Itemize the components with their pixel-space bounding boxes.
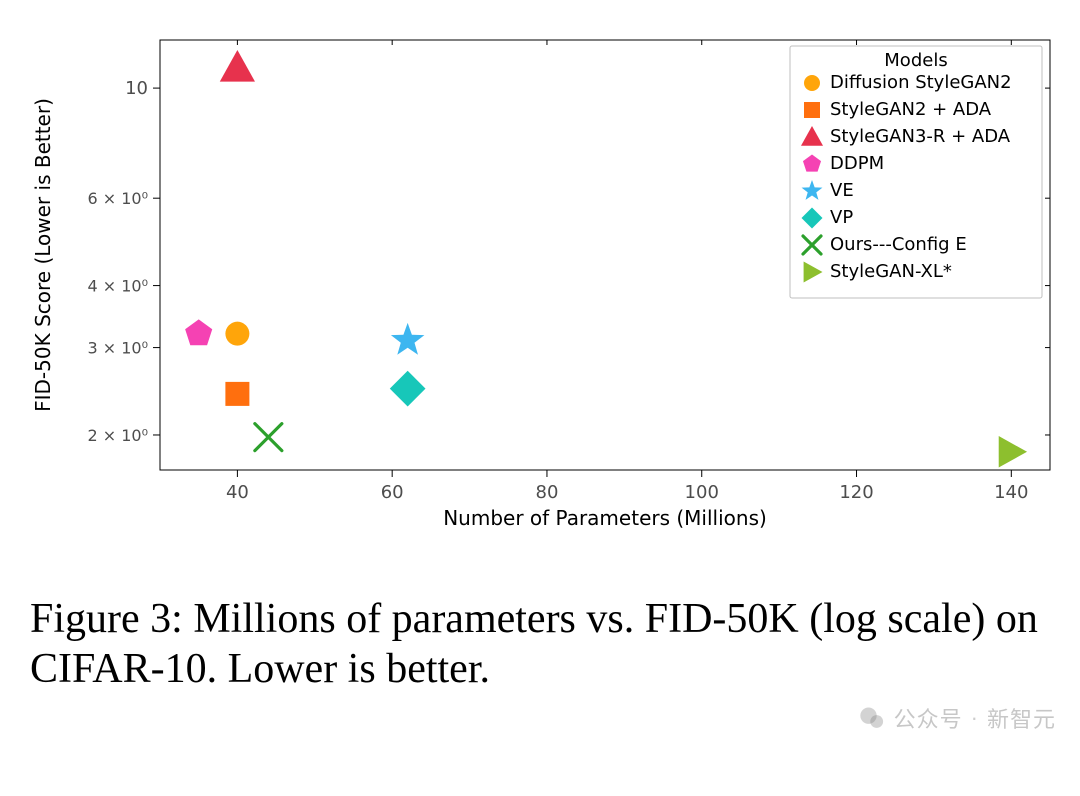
watermark-suffix: 新智元 [987, 702, 1056, 734]
y-tick-label: 2 × 10⁰ [87, 426, 148, 445]
wechat-icon [858, 704, 886, 732]
legend-label: Diffusion StyleGAN2 [830, 72, 1012, 93]
watermark-prefix: 公众号 [894, 702, 963, 734]
watermark-dot: · [971, 705, 979, 731]
x-tick-label: 120 [839, 482, 873, 503]
figure-caption: Figure 3: Millions of parameters vs. FID… [30, 595, 1040, 694]
legend-title: Models [884, 50, 947, 71]
y-tick-label: 3 × 10⁰ [87, 339, 148, 358]
data-point [225, 382, 249, 406]
x-axis-label: Number of Parameters (Millions) [443, 506, 767, 530]
y-tick-label: 10 [125, 78, 148, 99]
legend-label: StyleGAN-XL* [830, 261, 952, 282]
legend-item: StyleGAN2 + ADA [804, 99, 992, 120]
chart-container: 40 60 80 100 120 140 2 × 10⁰ 3 × 10⁰ 4 × 10⁰ 6 × … [10, 0, 1070, 560]
y-axis-label: FID-50K Score (Lower is Better) [31, 98, 55, 412]
y-tick-label: 4 × 10⁰ [87, 277, 148, 296]
x-tick-label: 80 [536, 482, 559, 503]
data-point [225, 322, 249, 346]
legend: ModelsDiffusion StyleGAN2 StyleGAN2 + ADA… [790, 46, 1042, 298]
x-tick-label: 100 [685, 482, 719, 503]
legend-label: VE [830, 180, 854, 201]
legend-label: Ours---Config E [830, 234, 967, 255]
legend-label: DDPM [830, 153, 884, 174]
watermark: 公众号 · 新智元 [858, 702, 1056, 734]
legend-label: StyleGAN3-R + ADA [830, 126, 1011, 147]
legend-label: VP [830, 207, 853, 228]
x-tick-label: 40 [226, 482, 249, 503]
legend-item: StyleGAN3-R + ADA [801, 126, 1011, 147]
legend-item: Diffusion StyleGAN2 [804, 72, 1012, 93]
x-tick-label: 60 [381, 482, 404, 503]
legend-label: StyleGAN2 + ADA [830, 99, 992, 120]
x-tick-label: 140 [994, 482, 1028, 503]
y-tick-label: 6 × 10⁰ [87, 189, 148, 208]
